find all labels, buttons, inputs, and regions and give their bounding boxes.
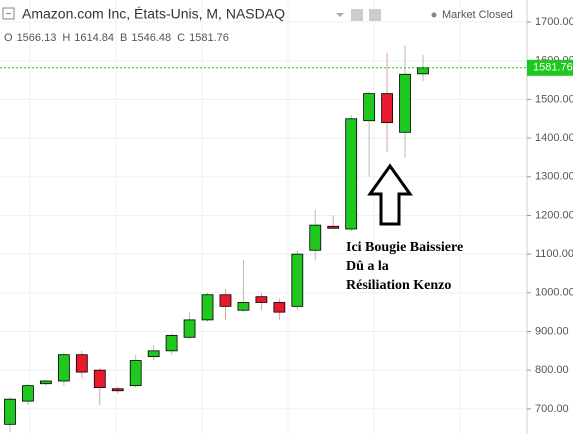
annotation-line: Ici Bougie Baissiere: [346, 240, 463, 255]
status-dot: [431, 12, 437, 18]
candle-body: [111, 388, 124, 392]
ohlc-value: 1546.48: [131, 32, 171, 44]
candle-body: [363, 93, 376, 122]
collapse-icon[interactable]: [2, 7, 15, 20]
last-price-tag: 1581.76: [533, 62, 573, 74]
ohlc-value: 1614.84: [74, 32, 114, 44]
y-tick-label: 800.00: [535, 364, 569, 376]
snapshot-icon[interactable]: [369, 9, 381, 21]
candle-body: [309, 224, 322, 251]
candle-body: [399, 73, 411, 133]
candle-body: [165, 334, 178, 352]
arrow-shape: [367, 163, 413, 226]
candle-body: [57, 354, 70, 382]
candle-body: [237, 302, 250, 311]
ohlc-label: C: [177, 32, 185, 44]
candle-body: [93, 369, 106, 388]
y-tick-label: 1000.00: [535, 287, 573, 299]
chart-title: Amazon.com Inc, États-Unis, M, NASDAQ: [22, 6, 285, 22]
candle-body: [219, 294, 232, 307]
grid: [0, 0, 527, 434]
candle-body: [273, 302, 286, 313]
candle-body: [255, 296, 268, 303]
last-price-tag-bg: [527, 59, 573, 76]
candle-body: [22, 385, 34, 402]
annotation-line: Résiliation Kenzo: [346, 278, 451, 293]
ohlc-label: B: [120, 32, 127, 44]
candle-body: [40, 380, 52, 385]
candle-body: [129, 360, 142, 387]
ohlc-header: O 1566.13 H 1614.84 B 1546.48 C 1581.76: [4, 32, 229, 44]
candles: [4, 45, 429, 433]
candle-body: [75, 354, 88, 373]
candle-body: [201, 294, 214, 321]
dropdown-icon[interactable]: [336, 13, 344, 17]
market-status: Market Closed: [442, 9, 513, 21]
y-tick-label: 1700.00: [535, 16, 573, 28]
ohlc-label: O: [4, 32, 13, 44]
ohlc-value: 1581.76: [189, 32, 229, 44]
annotation-line: Dû a la: [346, 259, 389, 274]
candle-body: [417, 67, 429, 75]
y-tick-label: 1100.00: [535, 248, 573, 260]
candle-body: [327, 225, 340, 229]
annotation: Ici Bougie Baissiere Dû a la Résiliation K…: [346, 240, 463, 293]
arrow: [367, 163, 413, 226]
candle-body: [381, 93, 393, 124]
y-tick-label: 900.00: [535, 325, 569, 337]
y-tick-label: 1400.00: [535, 132, 573, 144]
y-tick-label: 1500.00: [535, 93, 573, 105]
candle-body: [147, 350, 160, 358]
candle-body: [4, 398, 16, 425]
candle-body: [183, 319, 196, 338]
y-tick-label: 1300.00: [535, 171, 573, 183]
ohlc-value: 1566.13: [17, 32, 57, 44]
settings-icon[interactable]: [351, 9, 363, 21]
y-tick-label: 700.00: [535, 403, 569, 415]
ohlc-label: H: [62, 32, 70, 44]
y-tick-label: 1200.00: [535, 209, 573, 221]
candle-body: [345, 118, 358, 230]
candle-body: [291, 253, 304, 307]
